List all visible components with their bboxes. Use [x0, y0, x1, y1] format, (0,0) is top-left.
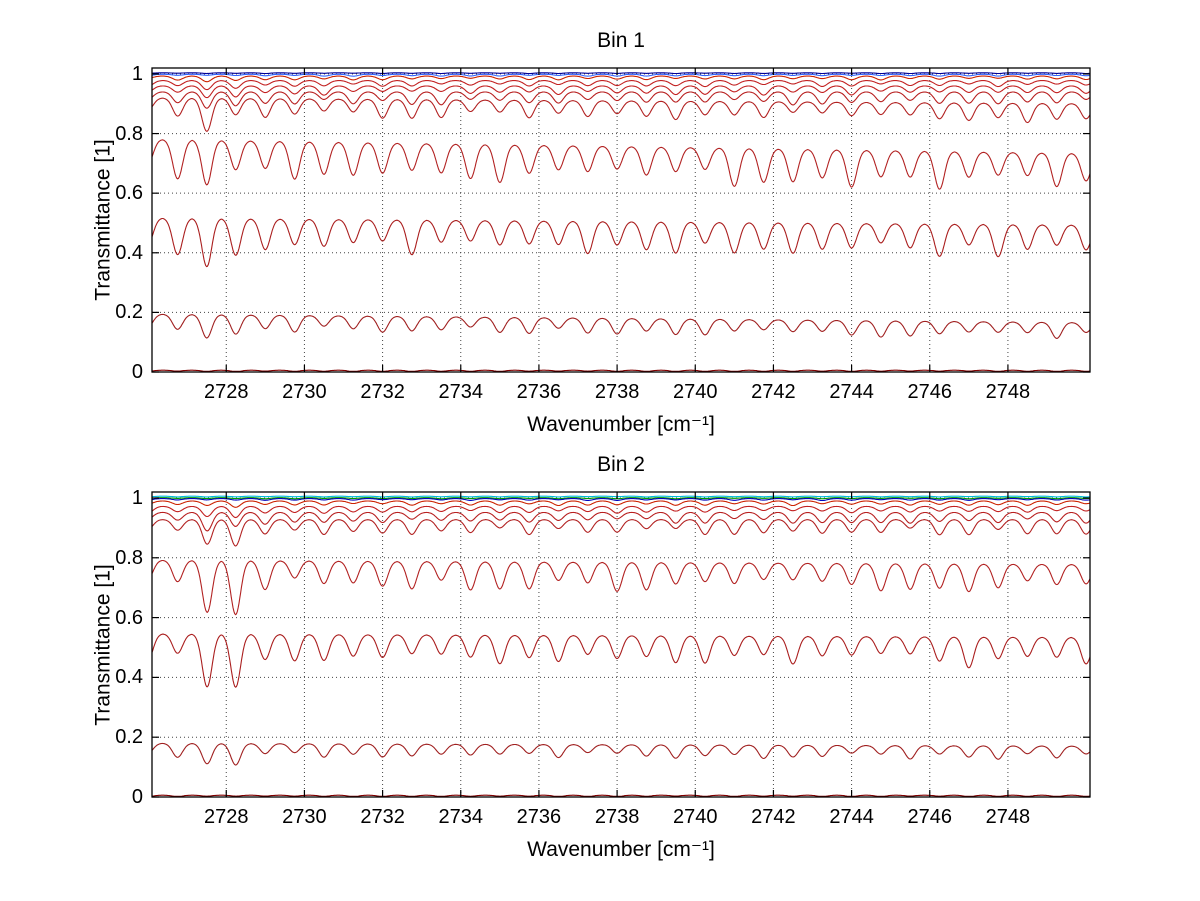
y-tick-label: 0.8 [115, 122, 143, 145]
axes-border [151, 491, 1091, 798]
x-tick-label: 2744 [829, 381, 874, 403]
bin1-yaxis-label: Transmittance [1] [91, 139, 115, 301]
bin1-title: Bin 1 [597, 29, 645, 52]
axes-border [151, 67, 1091, 373]
x-tick-label: 2738 [594, 381, 640, 403]
series-line-trace-blue [151, 498, 1091, 502]
y-tick-label: 0.4 [115, 241, 143, 264]
x-tick-label: 2740 [673, 381, 718, 403]
y-tick-label: 0.2 [115, 726, 143, 749]
series-line-trace-blue [151, 73, 1091, 77]
series-line-trace-darkred-0 [151, 794, 1091, 797]
y-tick-label: 0.6 [115, 182, 143, 205]
series-line-trace-red-0.54 [151, 633, 1091, 688]
x-tick-label: 2738 [594, 806, 640, 828]
x-tick-label: 2742 [751, 381, 796, 403]
x-tick-label: 2734 [438, 806, 484, 828]
series-line-trace-red-0.95 [151, 511, 1091, 532]
bin2-xaxis-label: Wavenumber [cm⁻¹] [527, 838, 715, 861]
series-line-trace-red-0.75 [151, 139, 1091, 190]
series-line-trace-darkred-0 [151, 369, 1091, 372]
x-tick-label: 2728 [204, 381, 249, 403]
bin2-title: Bin 2 [597, 453, 645, 476]
x-tick-label: 2732 [360, 806, 405, 828]
x-tick-label: 2736 [516, 806, 562, 828]
x-tick-label: 2748 [985, 381, 1031, 403]
series-line-trace-red-0.91 [151, 97, 1091, 132]
x-tick-label: 2748 [985, 806, 1031, 828]
series-line-trace-red-0.18 [151, 313, 1091, 339]
y-tick-label: 0.8 [115, 546, 143, 569]
x-tick-label: 2746 [907, 381, 953, 403]
y-tick-label: 1 [131, 62, 143, 85]
y-tick-label: 0.2 [115, 301, 143, 324]
series-line-trace-red-0.50 [151, 217, 1091, 268]
x-tick-label: 2746 [907, 806, 953, 828]
series-line-trace-red-0.93 [151, 519, 1091, 547]
y-tick-label: 1 [131, 486, 143, 509]
series-line-trace-blue-flat [152, 72, 1091, 75]
series-line-trace-red-0.98 [151, 80, 1091, 91]
y-tick-label: 0.6 [115, 606, 143, 629]
series-line-trace-red-0.94 [151, 91, 1091, 109]
bin2-yaxis-label: Transmittance [1] [91, 563, 115, 726]
x-tick-label: 2728 [204, 806, 249, 828]
y-tick-label: 0 [131, 786, 143, 808]
series-line-trace-cyan-flat [151, 495, 1091, 498]
x-tick-label: 2742 [751, 806, 796, 828]
series-line-trace-red-0.99 [151, 75, 1091, 83]
series-line-trace-red-0.96 [151, 85, 1091, 99]
x-tick-label: 2736 [516, 381, 562, 403]
series-line-trace-red-0.97 [151, 505, 1091, 519]
series-line-trace-red-0.17 [151, 742, 1091, 766]
x-tick-label: 2730 [282, 806, 327, 828]
x-tick-label: 2740 [673, 806, 718, 828]
x-tick-label: 2730 [282, 381, 327, 403]
y-tick-label: 0 [131, 361, 143, 383]
series-line-trace-green-flat [152, 497, 1091, 500]
series-line-trace-red-0.99 [151, 500, 1091, 508]
bin1-xaxis-label: Wavenumber [cm⁻¹] [527, 413, 715, 436]
series-line-trace-red-0.78 [151, 559, 1091, 616]
y-tick-label: 0.4 [115, 666, 143, 689]
x-tick-label: 2732 [360, 381, 405, 403]
x-tick-label: 2744 [829, 806, 874, 828]
x-tick-label: 2734 [438, 381, 484, 403]
